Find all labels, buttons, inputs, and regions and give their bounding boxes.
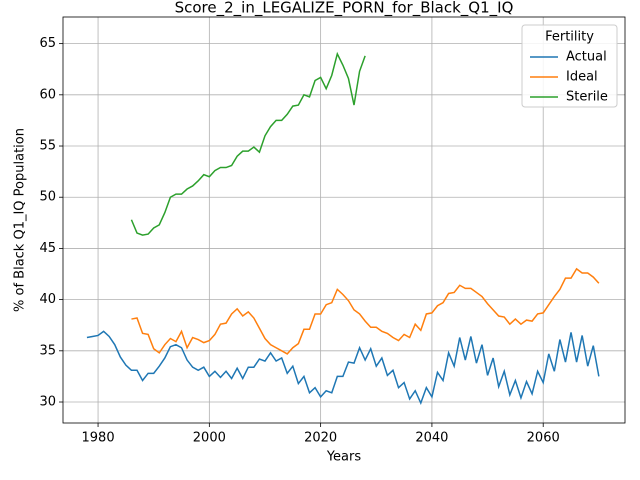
legend-label: Sterile: [566, 90, 608, 105]
y-tick-label: 35: [39, 343, 56, 358]
legend-box: [521, 24, 618, 108]
series-line: [131, 267, 600, 355]
x-tick-label: 2000: [193, 431, 226, 446]
plot-frame: [62, 16, 626, 424]
y-tick-label: 30: [39, 395, 56, 410]
legend-label: Ideal: [566, 70, 598, 85]
legend-label: Actual: [566, 50, 607, 65]
x-tick-label: 1980: [82, 431, 115, 446]
chart-title: Score_2_in_LEGALIZE_PORN_for_Black_Q1_IQ: [175, 0, 514, 18]
series-line: [130, 51, 366, 236]
y-tick-label: 40: [39, 292, 56, 307]
x-axis-label: Years: [326, 450, 362, 465]
legend-title: Fertility: [545, 30, 594, 45]
y-tick-label: 45: [39, 241, 56, 256]
y-tick-label: 50: [39, 190, 56, 205]
series-line: [86, 330, 600, 406]
y-axis-label: % of Black Q1_IQ Population: [13, 128, 28, 312]
y-tick-label: 60: [39, 87, 56, 102]
y-tick-label: 55: [39, 139, 56, 154]
x-tick-label: 2020: [304, 431, 337, 446]
x-tick-label: 2060: [527, 431, 560, 446]
y-tick-label: 65: [39, 36, 56, 51]
x-tick-label: 2040: [415, 431, 448, 446]
